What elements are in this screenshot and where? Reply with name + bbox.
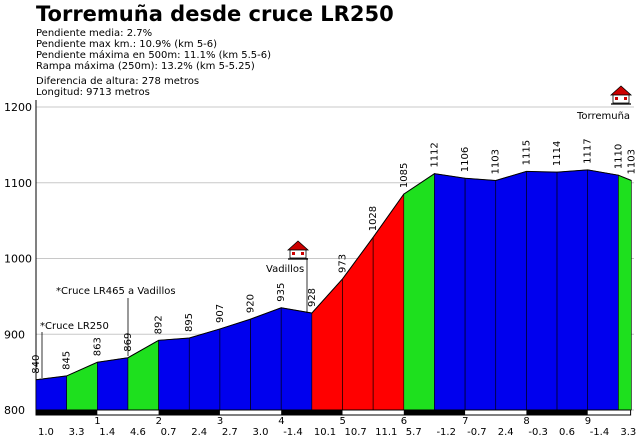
gradient-label: 0.7 — [161, 427, 177, 438]
house-roof — [286, 240, 310, 251]
profile-segment — [587, 169, 619, 411]
stat-line: Pendiente max km.: 10.9% (km 5-6) — [36, 39, 218, 50]
elevation-label: 1117 — [583, 138, 594, 163]
elevation-label: 869 — [123, 333, 134, 352]
profile-segment — [495, 170, 527, 411]
gradient-label: 3.0 — [253, 427, 269, 438]
house-window — [624, 97, 627, 100]
y-tick-label: 1000 — [4, 253, 32, 266]
gradient-label: 5.7 — [406, 427, 422, 438]
gradient-label: 1.0 — [38, 427, 54, 438]
elevation-label: 1106 — [460, 147, 471, 172]
elevation-label: 1085 — [399, 163, 410, 188]
elevation-label: 1110 — [613, 144, 624, 169]
km-scale-segment — [36, 410, 98, 415]
info-line: Longitud: 9713 metros — [36, 87, 150, 98]
profile-segment — [97, 357, 129, 411]
gradient-label: 0.6 — [559, 427, 575, 438]
elevation-label: 935 — [276, 283, 287, 302]
y-tick-label: 1100 — [4, 177, 32, 190]
km-tick-label: 3 — [217, 416, 223, 427]
profile-line — [35, 169, 632, 381]
km-scale-segment — [526, 410, 588, 415]
house-window — [615, 97, 618, 100]
annotation-label: Vadillos — [266, 264, 304, 275]
km-tick-label: 5 — [340, 416, 346, 427]
elevation-label: 845 — [62, 351, 73, 370]
info-line: Diferencia de altura: 278 metros — [36, 76, 200, 87]
elevation-label: 1028 — [368, 206, 379, 231]
profile-segment — [188, 328, 221, 411]
gradient-label: 2.7 — [222, 427, 238, 438]
elevation-label: 1103 — [626, 149, 637, 174]
profile-segment — [403, 173, 435, 411]
gradient-label: -1.2 — [436, 427, 456, 438]
gradient-label: 10.1 — [314, 427, 336, 438]
annotation-label: *Cruce LR250 — [40, 321, 109, 332]
elevation-label: 973 — [338, 254, 349, 273]
house-window — [292, 252, 295, 255]
km-tick-label: 1 — [94, 416, 100, 427]
gradient-label: 1.4 — [99, 427, 115, 438]
gradient-label: -0.3 — [528, 427, 548, 438]
gradient-label: 10.7 — [345, 427, 367, 438]
stat-line: Pendiente media: 2.7% — [36, 28, 153, 39]
house-body — [612, 94, 630, 104]
profile-segment — [35, 375, 67, 411]
gradient-label: -1.4 — [283, 427, 303, 438]
elevation-label: 895 — [184, 313, 195, 332]
house-icon — [609, 85, 633, 105]
gradient-label: 2.4 — [498, 427, 514, 438]
profile-segment — [464, 177, 497, 411]
profile-segment — [280, 307, 313, 411]
gradient-label: 2.4 — [191, 427, 207, 438]
km-tick-label: 6 — [401, 416, 407, 427]
y-tick-label: 1200 — [4, 101, 32, 114]
gradient-label: -0.7 — [467, 427, 487, 438]
y-tick-label: 900 — [4, 328, 25, 341]
km-scale-segment — [281, 410, 343, 415]
elevation-label: 920 — [246, 294, 257, 313]
elevation-label: 1103 — [491, 149, 502, 174]
elevation-label: 892 — [154, 315, 165, 334]
profile-segment — [219, 318, 251, 411]
gradient-label: 11.1 — [375, 427, 397, 438]
house-icon — [286, 240, 310, 260]
km-tick-label: 2 — [156, 416, 162, 427]
stat-line: Pendiente máxima en 500m: 11.1% (km 5.5-… — [36, 50, 272, 61]
km-scale-segment — [403, 410, 466, 415]
elevation-label: 907 — [215, 304, 226, 323]
profile-segment — [158, 337, 190, 411]
gradient-label: 4.6 — [130, 427, 146, 438]
profile-segment — [556, 169, 589, 411]
elevation-label: 928 — [307, 288, 318, 307]
km-tick-label: 8 — [523, 416, 529, 427]
chart-title: Torremuña desde cruce LR250 — [36, 2, 394, 26]
profile-segment — [526, 171, 558, 411]
house-body — [289, 249, 307, 259]
house-window — [301, 252, 304, 255]
house-roof — [609, 85, 633, 96]
gradient-label: 3.3 — [69, 427, 85, 438]
stat-line: Rampa máxima (250m): 13.2% (km 5-5.25) — [36, 61, 255, 72]
gradient-label: 3.3 — [620, 427, 636, 438]
elevation-label: 1115 — [521, 140, 532, 165]
profile-segment — [434, 173, 466, 411]
annotation-label: *Cruce LR465 a Vadillos — [56, 286, 176, 297]
elevation-label: 863 — [92, 337, 103, 356]
y-tick-label: 800 — [4, 404, 25, 417]
annotation-label: Torremuña — [576, 111, 630, 122]
profile-segment — [618, 174, 632, 411]
km-tick-label: 9 — [585, 416, 591, 427]
elevation-label: 1112 — [429, 142, 440, 167]
elevation-label: 840 — [31, 355, 42, 374]
gradient-label: -1.4 — [590, 427, 610, 438]
km-scale-segment — [158, 410, 220, 415]
profile-segment — [250, 307, 282, 411]
elevation-label: 1114 — [552, 141, 563, 166]
km-tick-label: 7 — [462, 416, 468, 427]
km-tick-label: 4 — [278, 416, 284, 427]
